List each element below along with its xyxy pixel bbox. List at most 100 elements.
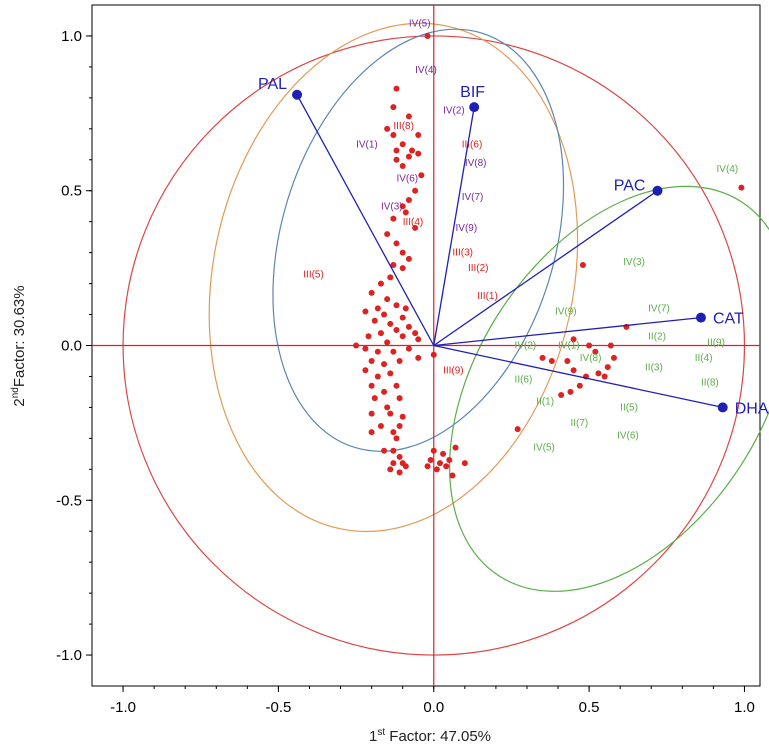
data-point-104 [567, 388, 574, 395]
data-point-14 [418, 172, 425, 179]
data-point-6 [415, 132, 422, 139]
x-tick-label-0: -1.0 [110, 699, 136, 716]
data-point-61 [371, 395, 378, 402]
data-point-49 [390, 348, 397, 355]
point-label-25: IV(8) [580, 353, 602, 364]
data-point-74 [390, 460, 397, 467]
point-label-5: IV(1) [356, 139, 378, 150]
data-point-28 [377, 280, 384, 287]
data-point-40 [393, 327, 400, 334]
y-tick-label-3: 0.5 [61, 183, 82, 200]
data-point-15 [412, 187, 419, 194]
data-point-54 [396, 357, 403, 364]
point-label-16: III(9) [443, 365, 464, 376]
data-point-101 [595, 370, 602, 377]
observation-points [353, 32, 745, 479]
data-point-106 [548, 357, 555, 364]
data-point-103 [576, 382, 583, 389]
data-point-55 [362, 367, 369, 374]
vector-point-dha [717, 402, 728, 413]
vector-line-pac [433, 190, 658, 347]
data-point-48 [374, 348, 381, 355]
point-label-18: IV(3) [623, 257, 645, 268]
data-point-90 [452, 444, 459, 451]
vector-label-pac: PAC [614, 178, 646, 195]
data-point-3 [405, 113, 412, 120]
data-point-1 [393, 85, 400, 92]
data-point-84 [446, 457, 453, 464]
data-point-29 [368, 289, 375, 296]
data-point-112 [570, 367, 577, 374]
data-point-51 [415, 336, 422, 343]
data-point-85 [424, 463, 431, 470]
data-point-70 [368, 429, 375, 436]
data-point-34 [381, 311, 388, 318]
data-point-66 [399, 413, 406, 420]
data-point-67 [377, 422, 384, 429]
data-point-60 [393, 382, 400, 389]
point-label-27: II(3) [645, 362, 663, 373]
vector-point-cat [695, 312, 706, 323]
data-point-4 [384, 125, 391, 132]
y-tick-label-1: -0.5 [56, 492, 82, 509]
data-point-41 [377, 330, 384, 337]
zero-axis-lines [92, 5, 760, 686]
point-label-20: IV(7) [648, 303, 670, 314]
data-point-92 [430, 351, 437, 358]
point-label-34: IV(5) [533, 443, 555, 454]
point-label-11: IV(9) [456, 223, 478, 234]
vector-label-pal: PAL [258, 76, 287, 93]
data-point-110 [607, 342, 614, 349]
data-point-64 [368, 410, 375, 417]
axis-ticks: -1.0 -0.5 0.0 0.5 1.0 -1.0 -0.5 0.0 0.5 1.0 [56, 28, 755, 716]
point-label-12: III(3) [452, 248, 473, 259]
point-label-30: II(1) [536, 396, 554, 407]
vector-point-bif [469, 102, 480, 113]
data-point-7 [399, 141, 406, 148]
x-tick-label-3: 0.5 [579, 699, 600, 716]
point-label-31: II(5) [620, 403, 638, 414]
data-point-88 [461, 460, 468, 467]
point-label-26: II(4) [695, 353, 713, 364]
data-point-79 [381, 447, 388, 454]
y-tick-label-0: -1.0 [56, 647, 82, 664]
y-axis-title: 2ndFactor: 30.63% [10, 285, 28, 406]
point-label-17: IV(4) [717, 164, 739, 175]
data-point-21 [384, 231, 391, 238]
data-point-50 [405, 345, 412, 352]
data-point-2 [390, 104, 397, 111]
point-label-7: IV(6) [396, 173, 418, 184]
data-point-18 [402, 209, 409, 216]
vector-label-bif: BIF [460, 84, 485, 101]
vector-point-pac [652, 185, 663, 196]
data-point-59 [381, 388, 388, 395]
data-point-16 [405, 197, 412, 204]
data-point-12 [393, 156, 400, 163]
point-label-22: II(9) [707, 338, 725, 349]
point-label-9: IV(3) [381, 201, 403, 212]
vector-line-cat [433, 316, 702, 347]
group-ellipses [208, 22, 769, 592]
vector-label-dha: DHA [735, 400, 769, 417]
data-point-8 [393, 147, 400, 154]
data-point-32 [393, 302, 400, 309]
point-label-21: II(2) [648, 331, 666, 342]
data-point-52 [368, 357, 375, 364]
data-point-96 [738, 184, 745, 191]
data-point-72 [390, 447, 397, 454]
data-point-78 [402, 463, 409, 470]
data-point-82 [427, 457, 434, 464]
data-point-23 [399, 249, 406, 256]
point-label-4: III(6) [462, 139, 483, 150]
data-point-37 [371, 317, 378, 324]
data-point-0 [424, 32, 431, 39]
x-tick-label-4: 1.0 [734, 699, 755, 716]
point-label-0: IV(5) [409, 19, 431, 30]
point-label-14: III(2) [468, 263, 489, 274]
data-point-35 [399, 314, 406, 321]
data-point-30 [384, 296, 391, 303]
vector-point-pal [292, 89, 303, 100]
data-point-62 [384, 404, 391, 411]
point-label-2: IV(2) [443, 105, 465, 116]
